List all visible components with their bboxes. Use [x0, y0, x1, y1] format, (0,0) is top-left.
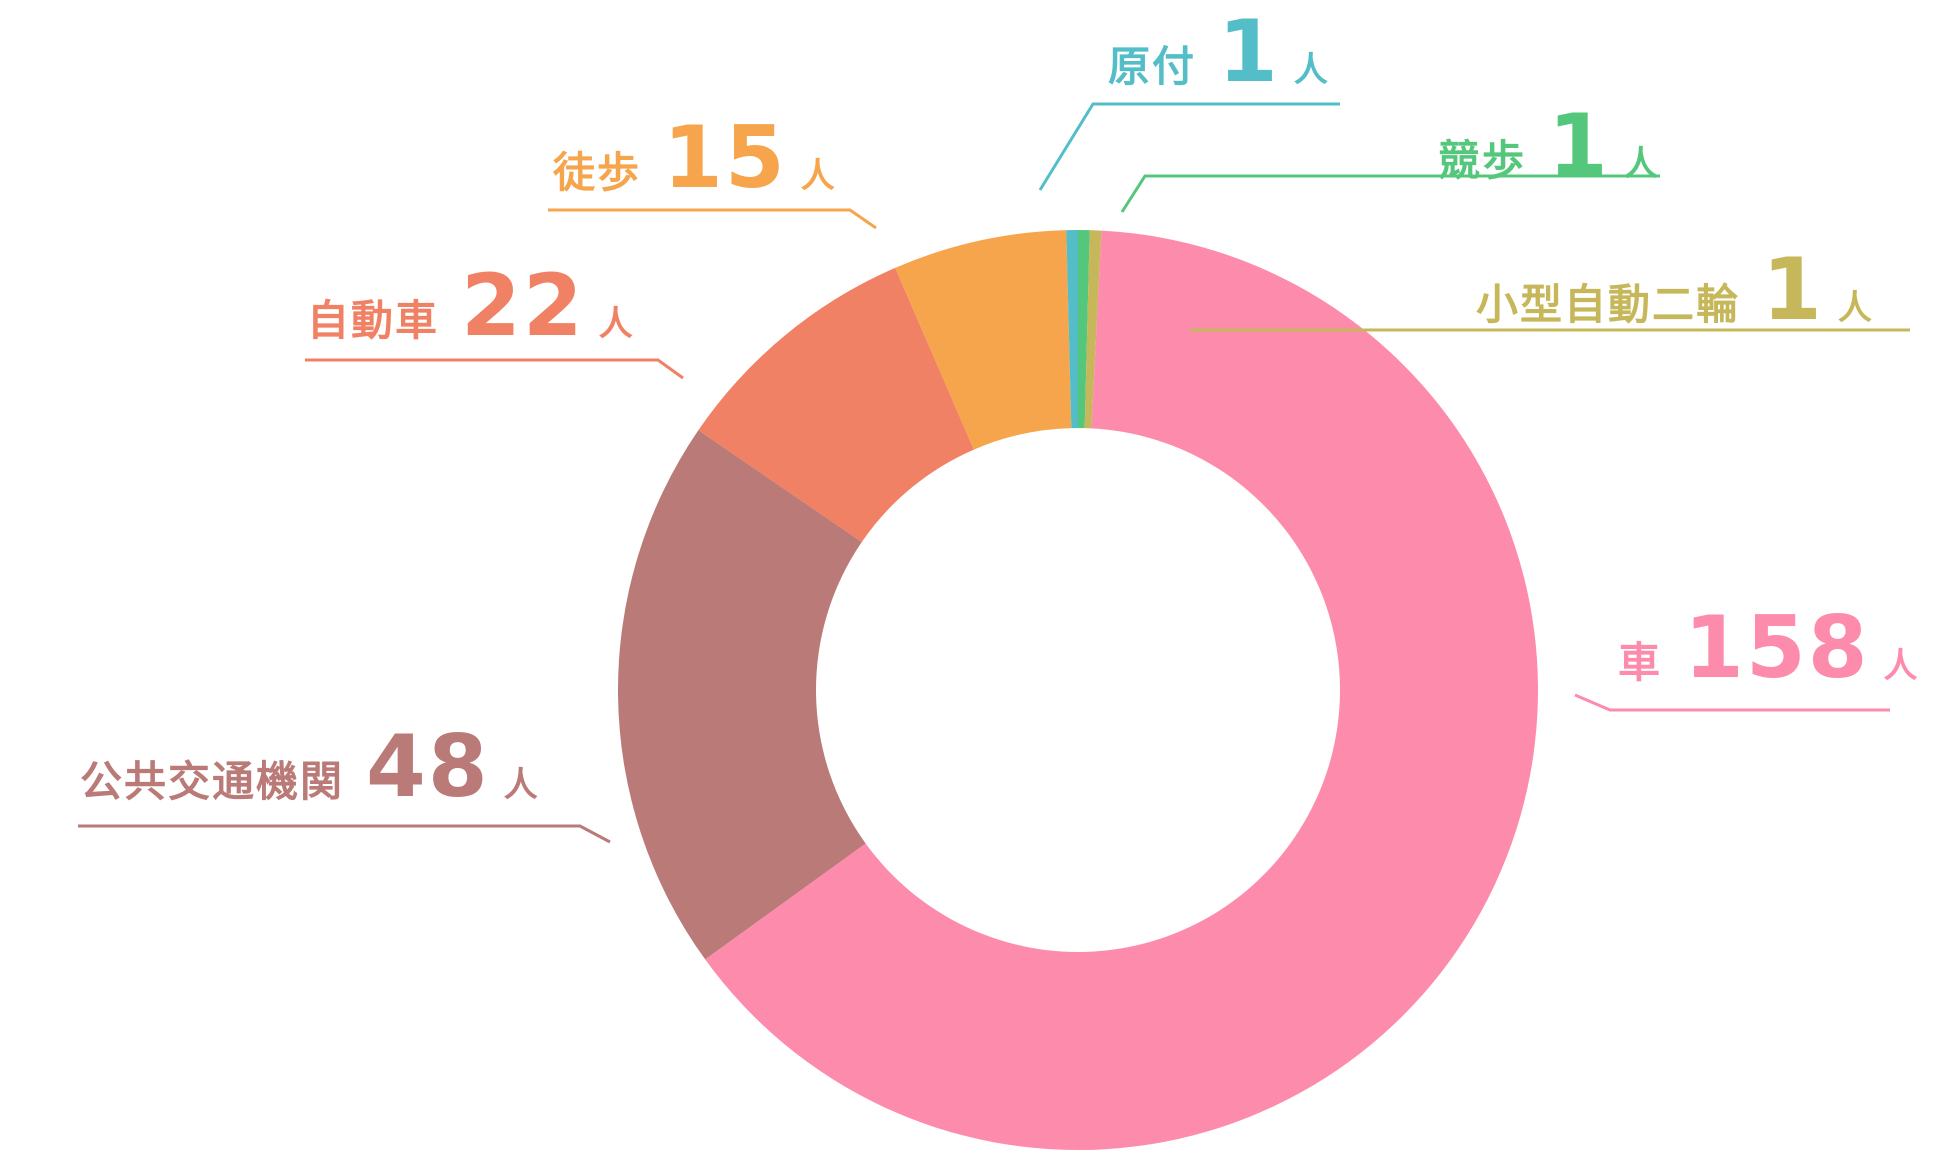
donut-slices [617, 230, 1539, 1150]
label-kyoho: 競歩 1 人 [1438, 96, 1658, 196]
slice-3 [617, 430, 866, 960]
leader-line-jidosha [305, 358, 684, 380]
value-label: 22 [461, 256, 585, 356]
category-label: 公共交通機関 [80, 757, 345, 806]
slice-0 [1078, 230, 1090, 429]
leader-lines [78, 102, 1910, 844]
label-toho: 徒歩 15 人 [553, 108, 835, 208]
leader-line-kyoho [1120, 174, 1660, 213]
slice-2 [705, 230, 1539, 1150]
label-gentsuki: 原付 1 人 [1108, 2, 1328, 102]
unit-label: 人 [1837, 288, 1872, 328]
slice-4 [698, 267, 974, 543]
unit-label: 人 [598, 304, 633, 344]
category-label: 車 [1618, 638, 1663, 687]
slice-1 [1084, 230, 1102, 429]
value-label: 15 [663, 108, 787, 208]
category-label: 自動車 [307, 296, 440, 345]
label-kogata: 小型自動二輪 1 人 [1476, 240, 1872, 340]
value-label: 1 [1218, 2, 1280, 102]
label-kokyo: 公共交通機関 48 人 [80, 717, 538, 817]
label-jidosha: 自動車 22 人 [307, 256, 633, 356]
slice-5 [895, 230, 1072, 450]
unit-label: 人 [1883, 646, 1918, 686]
leader-line-kuruma [1574, 693, 1890, 712]
unit-label: 人 [1623, 144, 1658, 184]
label-kuruma: 車 158 人 [1618, 598, 1918, 698]
slice-6 [1066, 230, 1078, 429]
unit-label: 人 [503, 765, 538, 805]
unit-label: 人 [1293, 50, 1328, 90]
leader-line-kokyo [78, 824, 611, 844]
category-label: 原付 [1108, 42, 1197, 91]
category-label: 競歩 [1438, 136, 1527, 185]
value-label: 48 [366, 717, 490, 817]
value-label: 158 [1684, 598, 1870, 698]
category-label: 小型自動二輪 [1476, 280, 1741, 329]
unit-label: 人 [800, 156, 835, 196]
category-label: 徒歩 [553, 148, 642, 197]
value-label: 1 [1762, 240, 1824, 340]
leader-line-toho [548, 208, 877, 230]
value-label: 1 [1548, 96, 1610, 196]
leader-line-gentsuki [1038, 102, 1340, 191]
